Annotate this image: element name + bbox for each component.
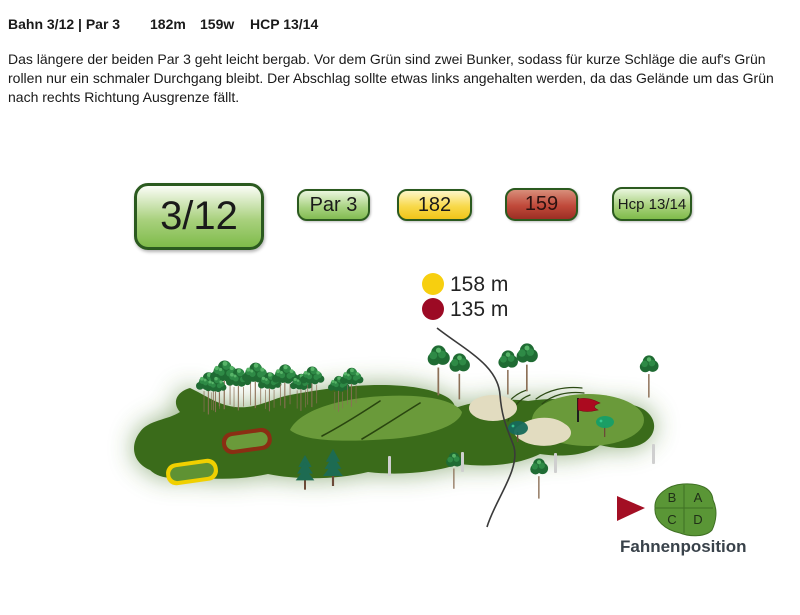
svg-text:B: B — [668, 490, 677, 505]
svg-text:Fahnenposition: Fahnenposition — [620, 537, 747, 556]
svg-text:135 m: 135 m — [450, 298, 508, 321]
svg-text:158 m: 158 m — [450, 273, 508, 296]
svg-text:A: A — [694, 490, 703, 505]
svg-text:C: C — [667, 512, 676, 527]
svg-text:D: D — [693, 512, 702, 527]
